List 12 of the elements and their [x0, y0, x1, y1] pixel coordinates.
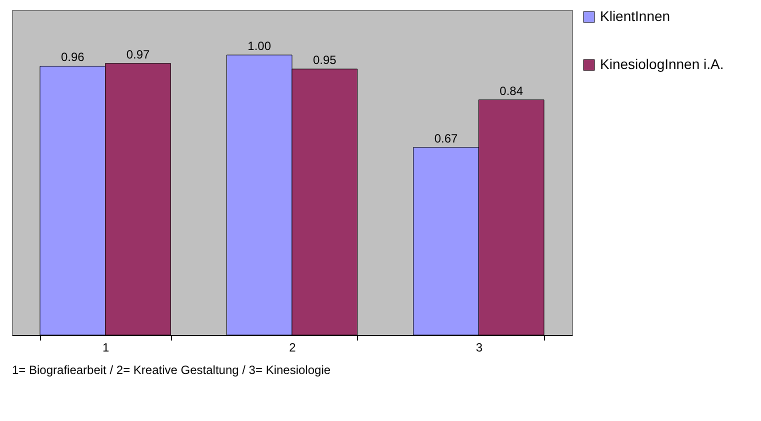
text: 0.96: [60, 50, 84, 64]
x-tick-label: 2: [289, 340, 296, 354]
x-tick-label: 1: [102, 340, 110, 354]
legend-label: KlientInnen: [600, 8, 670, 24]
text: 1= Biografiearbeit / 2= Kreative Gestaltung / 3= Kinesiologie: [12, 363, 331, 377]
legend-label: KinesiologInnen i.A.: [600, 56, 724, 72]
text: 1.00: [248, 39, 272, 53]
x-tick-label: 3: [476, 340, 483, 354]
text: 0.95: [312, 53, 336, 67]
text: 0.84: [500, 84, 524, 98]
text: 0.97: [126, 47, 150, 62]
text: 0.67: [434, 131, 458, 146]
